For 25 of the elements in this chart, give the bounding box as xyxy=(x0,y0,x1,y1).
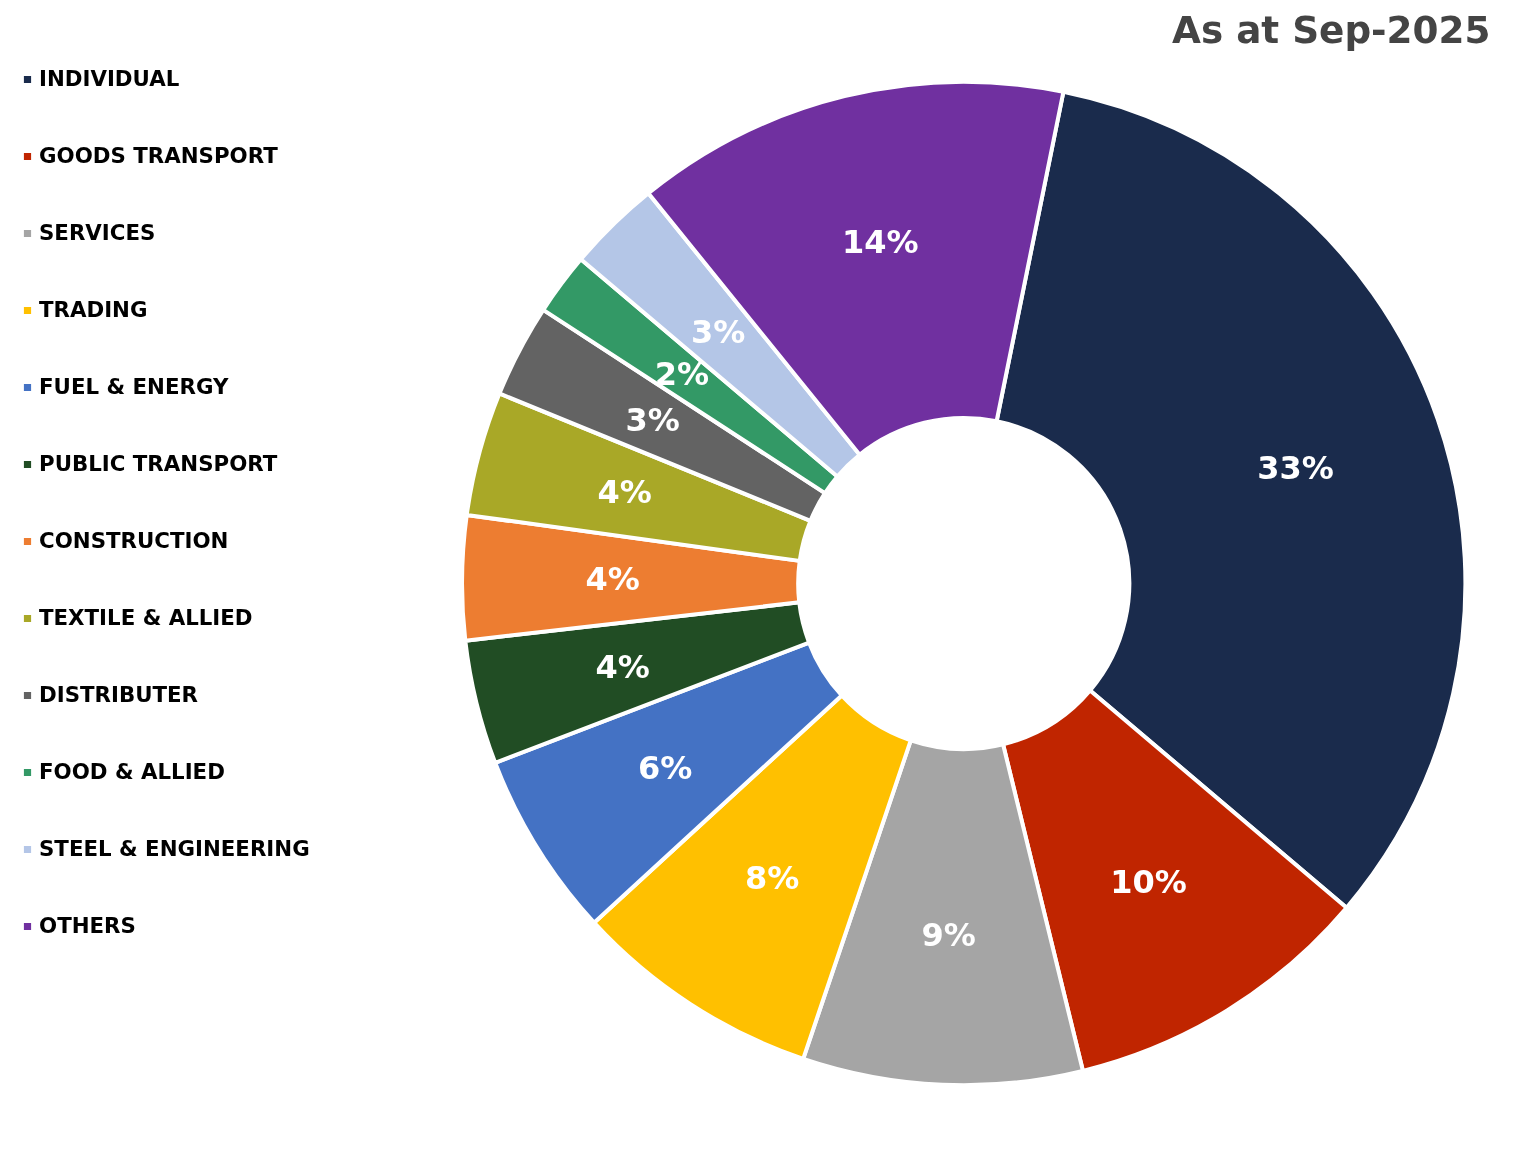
data-label: 10% xyxy=(1110,863,1187,902)
data-label: 2% xyxy=(654,354,710,393)
legend-label: DISTRIBUTER xyxy=(39,682,199,707)
data-label: 4% xyxy=(597,473,652,512)
data-label: 9% xyxy=(921,915,976,954)
data-label: 14% xyxy=(842,223,919,262)
data-label: 8% xyxy=(744,858,800,897)
data-label: 4% xyxy=(585,560,640,599)
legend-label: CONSTRUCTION xyxy=(39,528,229,553)
legend-label: TEXTILE & ALLIED xyxy=(39,605,253,630)
legend-label: GOODS TRANSPORT xyxy=(39,143,278,168)
legend-label: OTHERS xyxy=(39,913,136,938)
chart-title: As at Sep-2025 xyxy=(1172,7,1491,52)
legend-label: INDIVIDUAL xyxy=(39,66,180,91)
data-label: 6% xyxy=(637,749,693,788)
data-label: 3% xyxy=(625,401,680,440)
data-label: 33% xyxy=(1257,449,1334,488)
legend-label: STEEL & ENGINEERING xyxy=(39,836,310,861)
legend-label: PUBLIC TRANSPORT xyxy=(39,451,278,476)
legend-label: FUEL & ENERGY xyxy=(39,374,229,399)
data-label: 3% xyxy=(691,313,746,352)
legend-label: SERVICES xyxy=(39,220,156,245)
data-label: 4% xyxy=(595,647,650,686)
legend-label: FOOD & ALLIED xyxy=(39,759,225,784)
legend-label: TRADING xyxy=(39,297,148,322)
